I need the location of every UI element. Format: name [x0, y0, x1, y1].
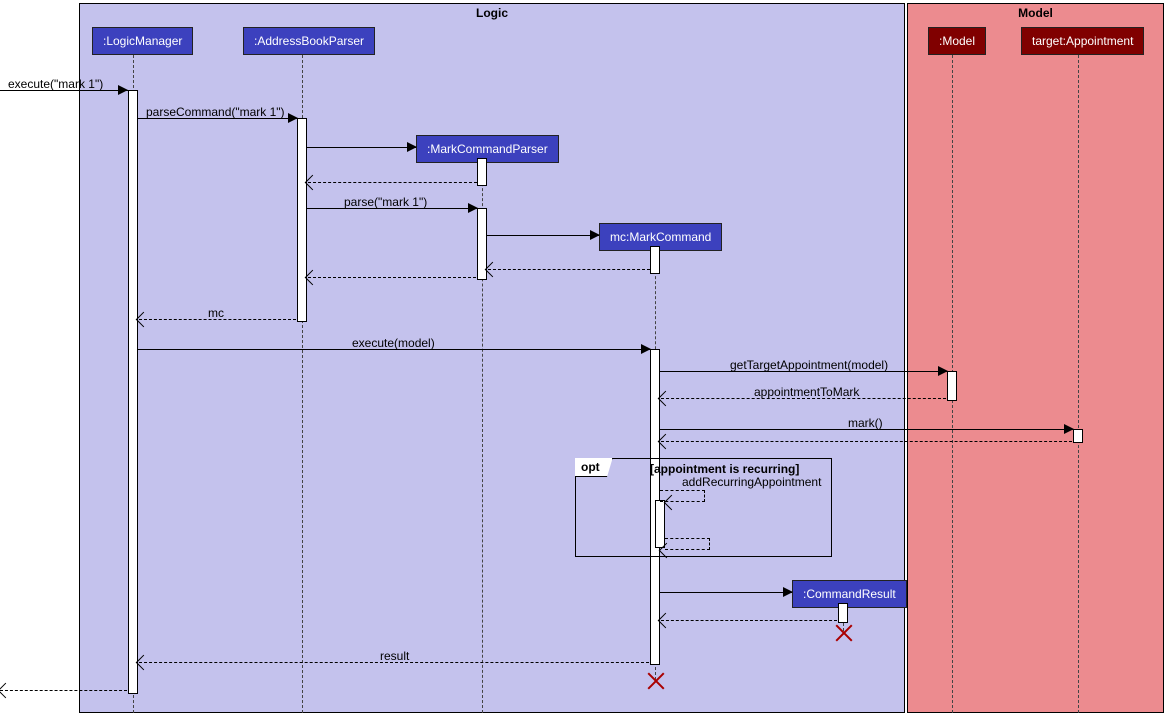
arrowhead-icon — [1064, 424, 1074, 434]
participant-target: target:Appointment — [1021, 27, 1144, 55]
arrowhead-icon — [641, 344, 651, 354]
arrowhead-icon — [118, 85, 128, 95]
destroy-icon — [644, 670, 666, 692]
arrowhead-icon — [590, 230, 600, 240]
fragment-opt-guard: [appointment is recurring] — [650, 462, 799, 476]
message-arrow — [488, 269, 650, 270]
activation — [477, 158, 487, 186]
message-label: mark() — [848, 416, 883, 430]
arrowhead-icon — [938, 366, 948, 376]
activation — [947, 371, 957, 401]
message-arrow — [660, 592, 792, 593]
message-label: addRecurringAppointment — [682, 475, 821, 489]
activation — [128, 90, 138, 694]
message-label: getTargetAppointment(model) — [730, 358, 888, 372]
activation — [650, 246, 660, 274]
message-label: result — [380, 649, 409, 663]
message-arrow — [487, 235, 599, 236]
message-label: mc — [208, 306, 224, 320]
arrowhead-icon — [288, 113, 298, 123]
message-label: execute("mark 1") — [8, 77, 103, 91]
activation — [838, 603, 848, 623]
arrowhead-icon — [468, 203, 478, 213]
message-arrow — [308, 277, 476, 278]
message-label: parse("mark 1") — [344, 195, 427, 209]
message-arrow — [661, 620, 837, 621]
participant-commandresult: :CommandResult — [792, 580, 907, 608]
message-label: appointmentToMark — [754, 385, 859, 399]
message-label: execute(model) — [352, 336, 435, 350]
participant-model: :Model — [928, 27, 986, 55]
message-arrow — [0, 690, 127, 691]
message-label: parseCommand("mark 1") — [146, 105, 285, 119]
arrowhead-icon — [783, 587, 793, 597]
activation — [297, 118, 307, 322]
fragment-model: Model — [907, 3, 1164, 713]
arrowhead-icon — [407, 142, 417, 152]
fragment-logic-title: Logic — [476, 6, 508, 20]
lifeline-target — [1078, 50, 1079, 713]
message-arrow — [307, 147, 416, 148]
fragment-opt-label: opt — [575, 458, 613, 477]
participant-logicmanager: :LogicManager — [92, 27, 193, 55]
participant-addressbookparser: :AddressBookParser — [243, 27, 375, 55]
message-arrow — [661, 441, 1072, 442]
fragment-model-title: Model — [1018, 6, 1053, 20]
destroy-icon — [832, 622, 854, 644]
sequence-diagram: { "fragments": { "logic": { "label": "Lo… — [0, 0, 1169, 717]
participant-markcommand: mc:MarkCommand — [599, 223, 722, 251]
activation — [1073, 429, 1083, 443]
message-arrow — [308, 182, 477, 183]
participant-markcommandparser: :MarkCommandParser — [416, 135, 559, 163]
